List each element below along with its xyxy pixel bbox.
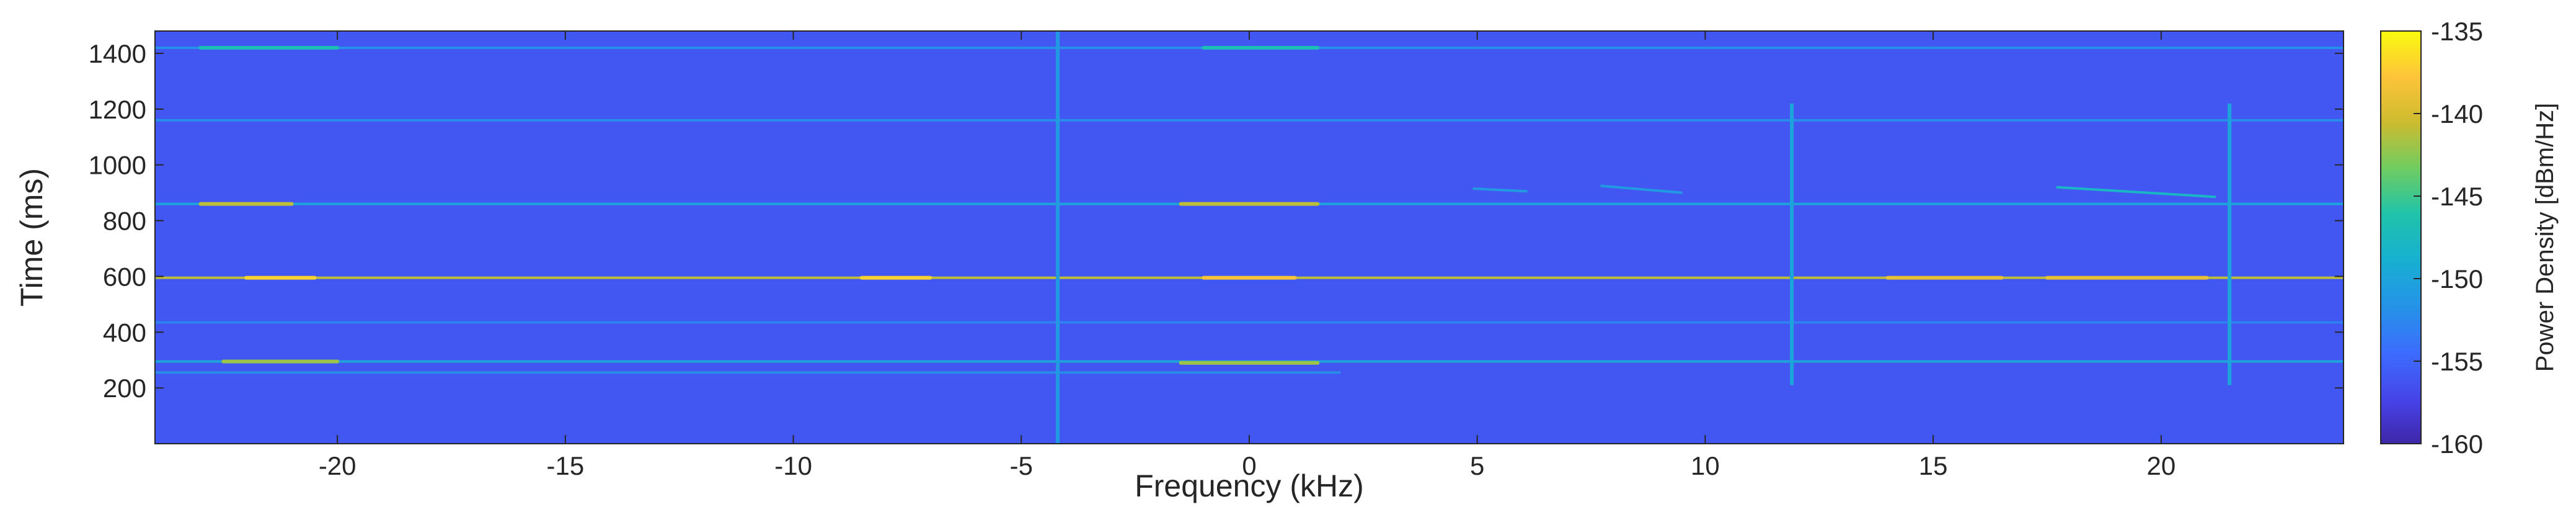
colorbar-ticks: -135 -140 -145 -150 -155 -160 — [2414, 17, 2483, 459]
x-tick-label: 5 — [1470, 451, 1484, 480]
x-tick-label: 0 — [1242, 451, 1256, 480]
x-tick-label: -20 — [319, 451, 356, 480]
colorbar-label: Power Density [dBm/Hz] — [2531, 103, 2559, 372]
x-tick-label: 10 — [1691, 451, 1720, 480]
chirp — [2056, 186, 2216, 199]
y-tick-label: 200 — [103, 374, 146, 403]
x-tick-label: -15 — [547, 451, 585, 480]
x-tick-label: -5 — [1010, 451, 1033, 480]
chirp — [1600, 184, 1683, 194]
colorbar-tick-label: -140 — [2431, 99, 2483, 128]
colorbar-tick-label: -145 — [2431, 182, 2483, 211]
x-tick-label: 15 — [1919, 451, 1948, 480]
y-tick-label: 1400 — [89, 39, 146, 68]
y-tick-label: 400 — [103, 318, 146, 347]
y-axis: 200 400 600 800 1000 1200 1400 — [89, 39, 2344, 403]
colorbar-tick-label: -135 — [2431, 17, 2483, 46]
y-tick-label: 1000 — [89, 151, 146, 180]
y-tick-label: 600 — [103, 262, 146, 291]
plot-area — [154, 30, 2344, 444]
plot-background — [155, 31, 2344, 444]
y-tick-label: 1200 — [89, 95, 146, 124]
colorbar-tick-label: -155 — [2431, 347, 2483, 376]
colorbar-tick-label: -160 — [2431, 429, 2483, 459]
x-axis: -20 -15 -10 -5 0 5 10 15 20 — [319, 31, 2175, 480]
chirp — [1472, 187, 1528, 193]
x-tick-label: 20 — [2146, 451, 2175, 480]
y-axis-title: Time (ms) — [14, 168, 49, 307]
colorbar: -135 -140 -145 -150 -155 -160 Power Density [… — [2380, 17, 2559, 459]
x-axis-title: Frequency (kHz) — [1135, 469, 1364, 503]
colorbar-gradient — [2380, 30, 2422, 444]
y-tick-label: 800 — [103, 207, 146, 236]
spectral-features — [155, 31, 2344, 444]
colorbar-tick-label: -150 — [2431, 264, 2483, 294]
x-tick-label: -10 — [774, 451, 812, 480]
